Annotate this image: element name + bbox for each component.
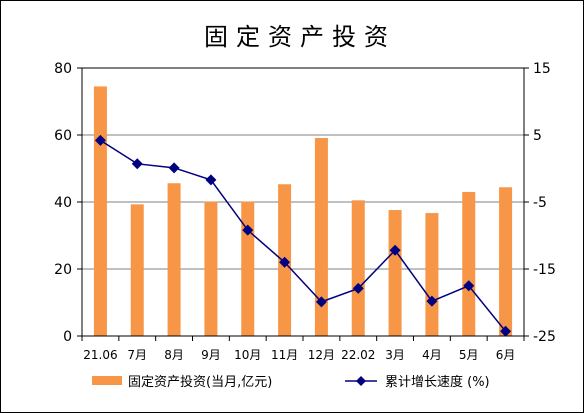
right-tick-label: 15 xyxy=(533,61,551,77)
x-tick-label: 10月 xyxy=(234,348,261,362)
x-tick-label: 22.02 xyxy=(341,348,375,362)
bar xyxy=(388,210,402,336)
line-marker xyxy=(94,134,106,146)
line-series xyxy=(94,134,512,337)
left-axis-ticks: 0 20 40 60 80 xyxy=(54,61,72,345)
line-marker xyxy=(500,325,512,337)
bar xyxy=(241,201,255,336)
bar xyxy=(93,86,107,336)
bar xyxy=(204,201,218,336)
x-tick-label: 8月 xyxy=(164,348,184,362)
x-tick-label: 12月 xyxy=(308,348,335,362)
line-marker xyxy=(131,158,143,170)
line-marker xyxy=(279,256,291,268)
line-marker xyxy=(389,244,401,256)
bar xyxy=(167,183,181,336)
line-marker xyxy=(242,224,254,236)
left-tick-label: 80 xyxy=(54,61,72,77)
legend-line-label: 累计增长速度 (%) xyxy=(385,374,490,390)
bar xyxy=(425,213,439,336)
x-tick-label: 6月 xyxy=(496,348,516,362)
x-axis-ticks: 21.06 7月 8月 9月 10月 11月 12月 22.02 3月 4月 5月 6月 xyxy=(83,348,515,362)
right-axis-ticks: -25 -15 -5 5 15 xyxy=(533,61,556,345)
x-tick-label: 21.06 xyxy=(83,348,117,362)
right-tick-label: -25 xyxy=(533,329,556,345)
line-marker xyxy=(463,280,475,292)
bar xyxy=(499,187,513,336)
x-tick-label: 3月 xyxy=(385,348,405,362)
line-marker xyxy=(168,162,180,174)
right-tick-label: -15 xyxy=(533,262,556,278)
x-tick-label: 9月 xyxy=(201,348,221,362)
x-tick-label: 5月 xyxy=(459,348,479,362)
bar xyxy=(351,200,365,336)
x-tick-label: 7月 xyxy=(127,348,147,362)
bar-series xyxy=(93,86,513,336)
line-marker xyxy=(352,282,364,294)
gridlines xyxy=(82,134,524,270)
series-line xyxy=(100,139,507,332)
left-tick-label: 40 xyxy=(54,195,72,211)
line-marker xyxy=(205,174,217,186)
axes xyxy=(77,67,529,341)
line-marker xyxy=(315,296,327,308)
x-tick-label: 11月 xyxy=(271,348,298,362)
legend-bar-label: 固定资产投资(当月,亿元) xyxy=(128,374,272,390)
bar xyxy=(130,204,144,336)
bar xyxy=(462,191,476,336)
x-tick-label: 4月 xyxy=(422,348,442,362)
legend-bar-swatch xyxy=(92,376,122,385)
chart-title: 固定资产投资 xyxy=(204,23,396,51)
bar xyxy=(314,138,328,336)
legend-line-marker xyxy=(356,376,366,386)
left-tick-label: 60 xyxy=(54,128,72,144)
left-tick-label: 0 xyxy=(63,329,72,345)
right-tick-label: -5 xyxy=(533,195,547,211)
line-marker xyxy=(426,295,438,307)
left-tick-label: 20 xyxy=(54,262,72,278)
legend: 固定资产投资(当月,亿元) 累计增长速度 (%) xyxy=(92,374,490,390)
right-tick-label: 5 xyxy=(533,128,542,144)
